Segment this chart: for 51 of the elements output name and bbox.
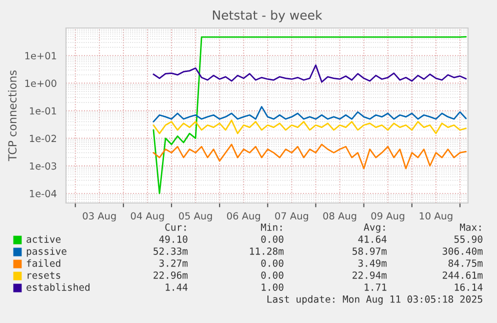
x-tick-label: 05 Aug: [178, 212, 212, 222]
text: 49.10: [159, 235, 188, 243]
legend-label: resets: [28, 272, 60, 279]
text: 41.64: [358, 235, 387, 243]
line-series: [152, 144, 467, 170]
text: 55.90: [454, 235, 482, 243]
text: 22.96m: [154, 271, 188, 279]
text: Min:: [260, 223, 282, 231]
text: 11.28m: [250, 247, 284, 255]
text: 306.40m: [442, 247, 483, 255]
x-tick-label: 08 Aug: [323, 212, 356, 222]
text: 1.71: [364, 284, 386, 291]
line-series: [152, 64, 467, 83]
y-axis-title: TCP connections: [8, 70, 17, 162]
text: 1.00: [262, 283, 284, 291]
legend-label: failed: [26, 259, 60, 267]
text: 0.00: [261, 271, 284, 279]
text: 3.49m: [358, 259, 387, 267]
x-tick-label: 10 Aug: [420, 212, 452, 222]
x-tick-label: 04 Aug: [130, 212, 164, 222]
y-tick-label: 1e-02: [30, 134, 56, 142]
x-tick-label: 07 Aug: [275, 212, 308, 222]
text: 244.61m: [442, 271, 483, 279]
y-tick-label: 1e+00: [25, 80, 56, 87]
line-series: [152, 106, 467, 122]
legend-label: passive: [26, 247, 66, 257]
text: Avg:: [364, 224, 385, 233]
text: Max:: [460, 224, 481, 231]
chart-title: Netstat - by week: [212, 10, 322, 22]
text: Cur:: [165, 223, 186, 231]
x-tick-label: 06 Aug: [227, 212, 260, 222]
text: Last update: Mon Aug 11 03:05:18 2025: [267, 295, 482, 305]
text: 16.14: [454, 283, 483, 291]
x-tick-label: 09 Aug: [371, 212, 404, 222]
text: 0.00: [261, 235, 284, 243]
line-series: [152, 120, 467, 134]
y-tick-label: 1e+01: [25, 52, 56, 60]
legend-label: established: [26, 283, 90, 291]
x-tick-label: 03 Aug: [82, 212, 116, 222]
text: 52.33m: [154, 247, 188, 255]
y-tick-label: 1e-01: [30, 107, 56, 115]
y-tick-label: 1e-03: [30, 162, 56, 170]
legend-label: active: [26, 235, 61, 243]
text: 58.97m: [352, 247, 387, 255]
text: 22.94m: [352, 271, 387, 279]
y-tick-label: 1e-04: [30, 190, 56, 198]
text: 0.00: [261, 259, 284, 267]
text: 84.75m: [448, 259, 483, 267]
text: 1.44: [166, 284, 188, 291]
line-series: [152, 36, 467, 194]
text: 3.27m: [159, 259, 188, 267]
